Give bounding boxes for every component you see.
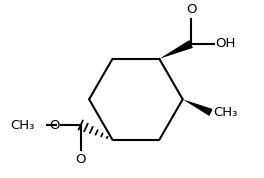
Text: CH₃: CH₃ [11, 119, 35, 132]
Text: CH₃: CH₃ [213, 106, 237, 119]
Text: OH: OH [215, 37, 236, 51]
Polygon shape [183, 99, 213, 116]
Text: O: O [50, 119, 60, 132]
Polygon shape [159, 40, 193, 59]
Text: O: O [76, 153, 86, 166]
Text: O: O [186, 3, 196, 16]
